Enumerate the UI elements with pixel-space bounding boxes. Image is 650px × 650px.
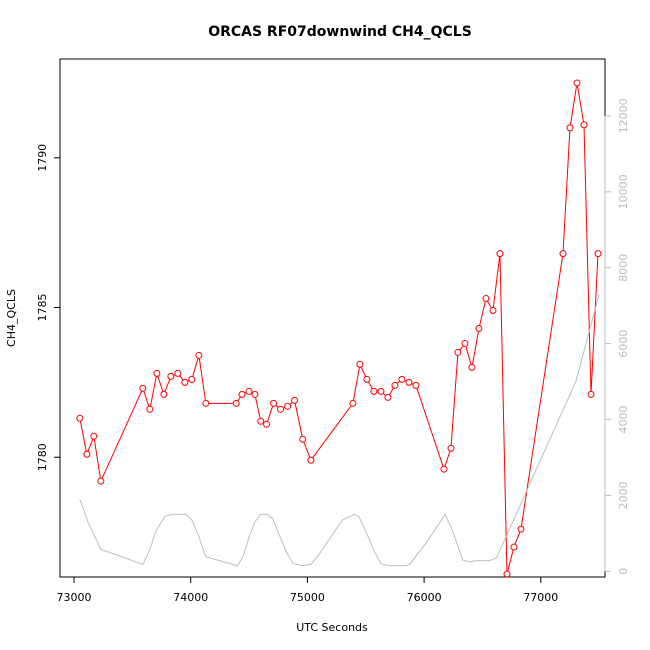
y-axis-label: CH4_QCLS (5, 289, 18, 347)
y-tick-label: 1785 (36, 294, 49, 322)
ch4-data-point (398, 375, 406, 383)
y2-tick-label: 8000 (617, 254, 630, 282)
ch4-data-point (139, 384, 147, 392)
ch4-data-point (299, 435, 307, 443)
ch4-data-point (405, 378, 413, 386)
x-tick-label: 77000 (523, 591, 558, 604)
x-tick-label: 75000 (290, 591, 325, 604)
ch4-data-point (573, 79, 581, 87)
ch4-data-point (174, 369, 182, 377)
ch4-data-point (251, 390, 259, 398)
ch4-data-point (363, 375, 371, 383)
ch4-data-point (245, 387, 253, 395)
ch4-data-point (232, 399, 240, 407)
x-axis: 73000 74000 75000 76000 77000 (57, 576, 558, 604)
ch4-data-point (489, 307, 497, 315)
x-axis-label: UTC Seconds (296, 621, 368, 634)
ch4-data-point (291, 396, 299, 404)
y-axis-left: 1780 1785 1790 (36, 144, 61, 471)
ch4-data-point (153, 369, 161, 377)
y2-tick-label: 10000 (617, 174, 630, 209)
ch4-data-point (510, 543, 518, 551)
secondary-series-line (79, 294, 600, 567)
ch4-data-point (307, 456, 315, 464)
ch4-data-point (277, 405, 285, 413)
ch4-data-point (284, 402, 292, 410)
ch4-data-point (270, 399, 278, 407)
ch4-data-point (97, 477, 105, 485)
ch4-data-point (503, 570, 511, 578)
ch4-data-point (412, 381, 420, 389)
y2-tick-label: 0 (617, 568, 630, 575)
chart-title: ORCAS RF07downwind CH4_QCLS (208, 24, 472, 40)
ch4-data-point (594, 250, 602, 258)
x-tick-label: 74000 (173, 591, 208, 604)
ch4-data-point (167, 372, 175, 380)
ch4-data-point (496, 250, 504, 258)
y-axis-right: 0 2000 4000 6000 8000 10000 12000 (604, 98, 630, 575)
ch4-data-point (202, 399, 210, 407)
ch4-data-point (587, 390, 595, 398)
y2-tick-label: 6000 (617, 330, 630, 358)
ch4-data-point (580, 121, 588, 129)
x-tick-label: 76000 (407, 591, 442, 604)
ch4-data-point (76, 414, 84, 422)
ch4-data-point (349, 399, 357, 407)
ch4-data-point (188, 375, 196, 383)
ch4-data-point (566, 124, 574, 132)
ch4-data-point (482, 295, 490, 303)
ch4-data-point (377, 387, 385, 395)
ch4-data-point (475, 324, 483, 332)
x-tick-label: 73000 (57, 591, 92, 604)
ch4-data-point (384, 393, 392, 401)
ch4-data-point (160, 390, 168, 398)
y-tick-label: 1780 (36, 443, 49, 471)
ch4-data-point (181, 378, 189, 386)
y2-tick-label: 12000 (617, 98, 630, 133)
ch4-data-point (454, 348, 462, 356)
ch4-data-point (517, 525, 525, 533)
ch4-data-point (195, 351, 203, 359)
ch4-data-point (447, 444, 455, 452)
ch4-data-point (146, 405, 154, 413)
ch4-data-point (461, 339, 469, 347)
ch4-data-point (83, 450, 91, 458)
ch4-data-point (440, 465, 448, 473)
ch4-data-point (263, 420, 271, 428)
y-tick-label: 1790 (36, 144, 49, 172)
ch4-data-point (90, 432, 98, 440)
ch4-series-line (79, 82, 599, 575)
y2-tick-label: 2000 (617, 481, 630, 509)
ch4-data-point (391, 381, 399, 389)
ch4-data-point (238, 390, 246, 398)
ch4-data-point (257, 417, 265, 425)
ch4-data-point (356, 360, 364, 368)
y2-tick-label: 4000 (617, 406, 630, 434)
ch4-data-point (468, 363, 476, 371)
series-layer (76, 79, 602, 578)
ch4-data-point (370, 387, 378, 395)
ch4-data-point (559, 250, 567, 258)
